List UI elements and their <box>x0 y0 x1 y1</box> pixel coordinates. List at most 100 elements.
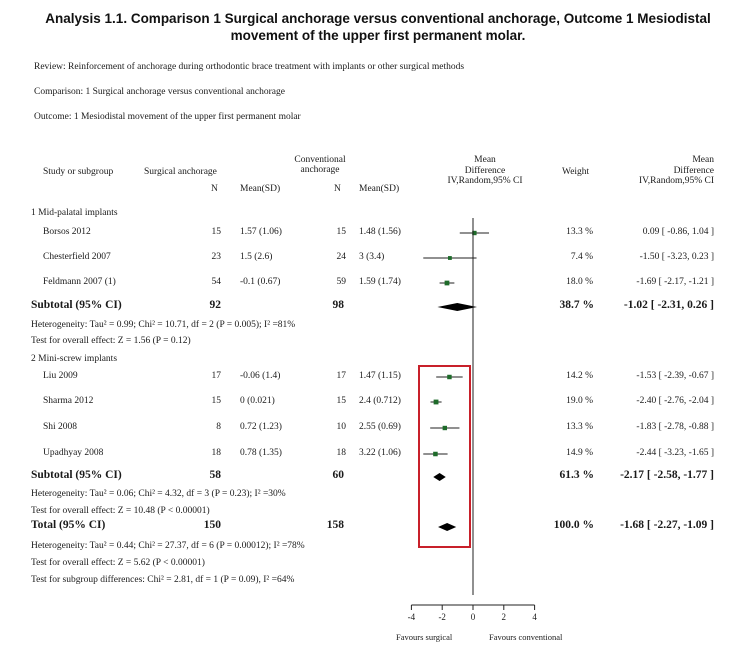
n-surgical: 15 <box>211 396 222 406</box>
study-name: Liu 2009 <box>43 371 78 381</box>
x-tick-label: -2 <box>438 612 446 622</box>
subgroup-2-overall-effect: Test for overall effect: Z = 10.48 (P < … <box>31 506 210 516</box>
n-surgical: 23 <box>211 252 222 262</box>
meansd-conventional: 2.55 (0.69) <box>359 422 401 432</box>
meansd-surgical: 0 (0.021) <box>240 396 275 406</box>
header-group1: Surgical anchorage <box>144 167 217 177</box>
n-conventional: 17 <box>336 371 347 381</box>
study-point <box>433 451 438 457</box>
subtotal-2-n-conventional: 60 <box>332 469 345 481</box>
n-surgical: 15 <box>211 227 222 237</box>
total-n-surgical: 150 <box>203 519 221 531</box>
study-point <box>447 374 452 380</box>
total-diamond <box>438 523 457 531</box>
header-n2: N <box>334 184 341 194</box>
subtotal-1-label: Subtotal (95% CI) <box>31 299 122 311</box>
subgroup-2-heading: 2 Mini-screw implants <box>31 354 118 364</box>
header-md-text: Mean Difference IV,Random,95% CI <box>600 155 714 187</box>
n-surgical: 54 <box>211 277 222 287</box>
subtotal-1-diamond <box>437 303 478 311</box>
n-surgical: 17 <box>211 371 222 381</box>
header-md-line2: Difference <box>464 165 506 176</box>
study-point <box>472 230 477 236</box>
header-md-line1: Mean <box>474 155 496 165</box>
title-line-2: movement of the upper first permanent mo… <box>230 28 526 43</box>
study-md-ci: -1.50 [ -3.23, 0.23 ] <box>639 252 714 262</box>
header-group2: Conventional anchorage <box>280 155 360 175</box>
n-surgical: 18 <box>211 448 222 458</box>
study-weight: 13.3 % <box>566 422 593 432</box>
study-name: Shi 2008 <box>43 422 78 432</box>
study-md-ci: -1.69 [ -2.17, -1.21 ] <box>636 277 714 287</box>
subtotal-2-n-surgical: 58 <box>209 469 222 481</box>
meansd-surgical: -0.1 (0.67) <box>240 277 281 287</box>
header-md2-line3: IV,Random,95% CI <box>638 176 714 186</box>
n-surgical: 8 <box>216 422 221 432</box>
total-overall-effect: Test for overall effect: Z = 5.62 (P < 0… <box>31 558 205 568</box>
meansd-conventional: 1.48 (1.56) <box>359 227 401 237</box>
study-point <box>444 280 450 286</box>
subgroup-1-heterogeneity: Heterogeneity: Tau² = 0.99; Chi² = 10.71… <box>31 320 296 330</box>
meansd-surgical: 0.72 (1.23) <box>240 422 282 432</box>
total-label: Total (95% CI) <box>31 519 106 531</box>
study-md-ci: -1.53 [ -2.39, -0.67 ] <box>636 371 714 381</box>
study-point <box>433 399 439 405</box>
subgroup-1-heading: 1 Mid-palatal implants <box>31 208 118 218</box>
study-point <box>442 425 448 431</box>
meansd-surgical: 1.57 (1.06) <box>240 227 282 237</box>
total-md-ci: -1.68 [ -2.27, -1.09 ] <box>620 519 714 531</box>
subtotal-1-n-surgical: 92 <box>209 299 222 311</box>
total-heterogeneity: Heterogeneity: Tau² = 0.44; Chi² = 27.37… <box>31 541 305 551</box>
study-weight: 14.2 % <box>566 371 593 381</box>
header-md-plot: Mean Difference IV,Random,95% CI <box>430 155 540 187</box>
meansd-conventional: 3 (3.4) <box>359 252 385 262</box>
study-name: Chesterfield 2007 <box>43 252 111 262</box>
header-md2-line1: Mean <box>692 155 714 165</box>
n-conventional: 15 <box>336 227 347 237</box>
subtotal-1-n-conventional: 98 <box>332 299 345 311</box>
study-name: Feldmann 2007 (1) <box>43 277 116 287</box>
header-md2-line2: Difference <box>673 165 714 176</box>
study-weight: 19.0 % <box>566 396 593 406</box>
n-conventional: 59 <box>336 277 347 287</box>
total-n-conventional: 158 <box>326 519 344 531</box>
x-tick-label: 2 <box>501 612 507 622</box>
header-group2-line1: Conventional <box>294 155 346 165</box>
n-conventional: 24 <box>336 252 347 262</box>
meansd-conventional: 1.47 (1.15) <box>359 371 401 381</box>
subtotal-2-md-ci: -2.17 [ -2.58, -1.77 ] <box>620 469 714 481</box>
x-tick-label: 4 <box>532 612 537 622</box>
subtotal-1-weight: 38.7 % <box>559 299 595 311</box>
x-tick-label: 0 <box>470 612 476 622</box>
study-md-ci: 0.09 [ -0.86, 1.04 ] <box>642 227 714 237</box>
chart-title: Analysis 1.1. Comparison 1 Surgical anch… <box>0 10 756 44</box>
subtotal-2-weight: 61.3 % <box>559 469 595 481</box>
x-tick-label: -4 <box>407 612 416 622</box>
favours-left-label: Favours surgical <box>396 632 453 642</box>
review-line: Review: Reinforcement of anchorage durin… <box>34 62 465 72</box>
study-md-ci: -1.83 [ -2.78, -0.88 ] <box>636 422 714 432</box>
title-line-1: Analysis 1.1. Comparison 1 Surgical anch… <box>45 11 711 26</box>
meansd-surgical: 0.78 (1.35) <box>240 448 282 458</box>
meansd-conventional: 1.59 (1.74) <box>359 277 401 287</box>
study-name: Sharma 2012 <box>43 396 94 406</box>
meansd-conventional: 2.4 (0.712) <box>359 396 401 406</box>
highlight-box <box>418 365 471 548</box>
meansd-surgical: 1.5 (2.6) <box>240 252 273 262</box>
study-name: Upadhyay 2008 <box>43 448 104 458</box>
study-point <box>447 256 452 260</box>
header-weight: Weight <box>562 167 590 177</box>
subtotal-2-label: Subtotal (95% CI) <box>31 469 122 481</box>
header-n1: N <box>211 184 218 194</box>
study-md-ci: -2.40 [ -2.76, -2.04 ] <box>636 396 714 406</box>
study-weight: 7.4 % <box>570 252 593 262</box>
study-md-ci: -2.44 [ -3.23, -1.65 ] <box>636 448 714 458</box>
total-weight: 100.0 % <box>553 519 594 531</box>
subgroup-differences: Test for subgroup differences: Chi² = 2.… <box>31 575 295 585</box>
study-weight: 18.0 % <box>566 277 593 287</box>
study-name: Borsos 2012 <box>43 227 91 237</box>
study-weight: 13.3 % <box>566 227 593 237</box>
subgroup-2-heterogeneity: Heterogeneity: Tau² = 0.06; Chi² = 4.32,… <box>31 489 286 499</box>
n-conventional: 15 <box>336 396 347 406</box>
